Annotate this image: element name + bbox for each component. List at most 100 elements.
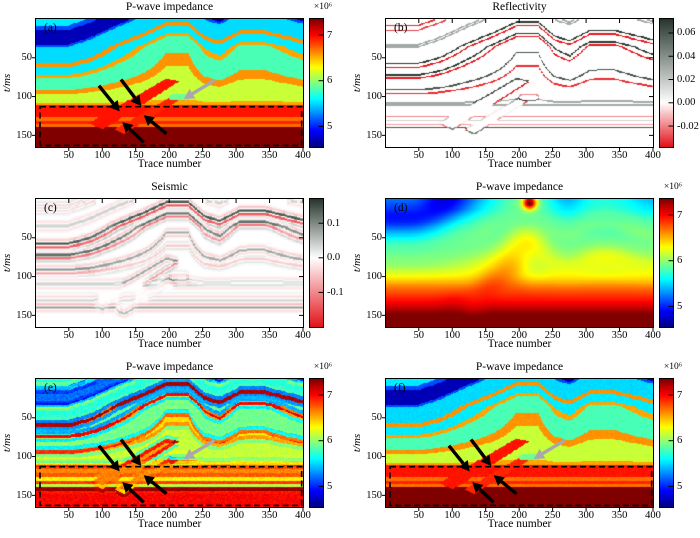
colorbar-tick-label: 7 [677,389,683,401]
x-tick-label: 50 [63,510,75,521]
x-tick-label: 350 [261,330,278,341]
x-tick-label: 400 [645,150,661,161]
panel-title: P-wave impedance [125,361,214,373]
x-axis-label: Trace number [137,158,202,170]
subplot-label: (a) [44,22,57,34]
panel-e: P-wave impedance ×10⁶ (e) Trace number t… [0,360,350,538]
y-tick-label: 150 [366,489,382,501]
colorbar-tick-label: 5 [677,300,683,312]
colorbar-tick-label: 6 [327,75,333,87]
colorbar-tick-label: 0.1 [327,217,341,229]
y-tick-label: 150 [16,309,32,321]
x-tick-label: 150 [477,150,494,161]
panel-f: P-wave impedance ×10⁶ (f) Trace number t… [350,360,700,538]
x-tick-label: 250 [194,510,211,521]
colorbar-canvas [659,18,674,148]
panel-b: Reflectivity (b) Trace number t/ms 50 100… [350,0,700,180]
colorbar-tick-label: 7 [327,389,333,401]
x-tick-label: 150 [127,150,144,161]
x-axis-label: Trace number [137,338,202,350]
colorbar-tick-label: 5 [327,480,333,492]
x-tick-label: 200 [511,150,528,161]
colorbar-tick-label: 0.06 [677,27,696,39]
y-tick-label: 100 [366,271,382,283]
x-tick-label: 350 [261,510,278,521]
colorbar-canvas [309,198,324,328]
x-tick-label: 300 [228,150,244,161]
x-axis-label: Trace number [137,518,202,530]
x-tick-label: 300 [578,330,594,341]
x-tick-label: 250 [544,150,561,161]
x-tick-label: 350 [611,330,628,341]
x-tick-label: 250 [544,330,561,341]
x-tick-label: 350 [611,510,628,521]
y-tick-label: 50 [371,52,383,64]
panel-a: P-wave impedance ×10⁶ (a) Trace number t… [0,0,350,180]
colorbar-exponent-label: ×10⁶ [313,2,333,12]
colorbar-tick-label: 6 [677,255,683,267]
x-tick-label: 200 [161,330,178,341]
y-tick-label: 100 [16,271,32,283]
y-tick-label: 100 [366,451,382,463]
y-tick-label: 50 [21,412,33,424]
y-tick-label: 50 [371,412,383,424]
x-tick-label: 350 [261,150,278,161]
x-tick-label: 100 [94,510,111,521]
colorbar-canvas [659,378,674,508]
heatmap-canvas [385,198,654,328]
x-tick-label: 100 [94,150,111,161]
heatmap-canvas [35,18,304,148]
colorbar-tick-label: 6 [327,435,333,447]
x-tick-label: 50 [63,150,75,161]
x-tick-label: 400 [295,330,311,341]
panel-title: P-wave impedance [475,181,564,193]
x-tick-label: 50 [63,330,75,341]
colorbar-tick-label: 0.04 [677,50,696,62]
colorbar-tick-label: 7 [677,209,683,221]
colorbar-exponent-label: ×10⁶ [313,362,333,372]
y-tick-label: 50 [21,232,33,244]
x-tick-label: 300 [578,150,594,161]
x-tick-label: 400 [645,330,661,341]
y-tick-label: 100 [16,91,32,103]
colorbar-exponent-label: ×10⁶ [663,362,683,372]
x-tick-label: 200 [161,150,178,161]
x-tick-label: 150 [477,330,494,341]
colorbar-tick-label: 5 [677,480,683,492]
x-tick-label: 150 [127,330,144,341]
x-axis-label: Trace number [487,338,552,350]
x-tick-label: 50 [413,150,425,161]
x-tick-label: 300 [228,510,244,521]
colorbar-canvas [659,198,674,328]
panel-title: P-wave impedance [125,1,214,13]
subplot-label: (f) [394,382,406,394]
x-tick-label: 350 [611,150,628,161]
panel-title: Seismic [151,181,188,193]
heatmap-canvas [35,198,304,328]
heatmap-canvas [385,378,654,508]
y-tick-label: 100 [16,451,32,463]
x-axis-label: Trace number [487,158,552,170]
y-tick-label: 150 [366,129,382,141]
colorbar-tick-label: 7 [327,29,333,41]
x-tick-label: 400 [645,510,661,521]
y-tick-label: 150 [16,129,32,141]
y-tick-label: 150 [366,309,382,321]
y-tick-label: 50 [371,232,383,244]
x-tick-label: 150 [127,510,144,521]
y-tick-label: 150 [16,489,32,501]
subplot-label: (d) [394,202,408,214]
y-tick-label: 100 [366,91,382,103]
x-tick-label: 400 [295,510,311,521]
x-tick-label: 400 [295,150,311,161]
panel-title: P-wave impedance [475,361,564,373]
x-tick-label: 100 [94,330,111,341]
colorbar-tick-label: -0.02 [677,120,699,132]
colorbar-canvas [309,378,324,508]
colorbar-tick-label: 6 [677,435,683,447]
heatmap-canvas [35,378,304,508]
colorbar-canvas [309,18,324,148]
x-tick-label: 200 [511,510,528,521]
x-axis-label: Trace number [487,518,552,530]
